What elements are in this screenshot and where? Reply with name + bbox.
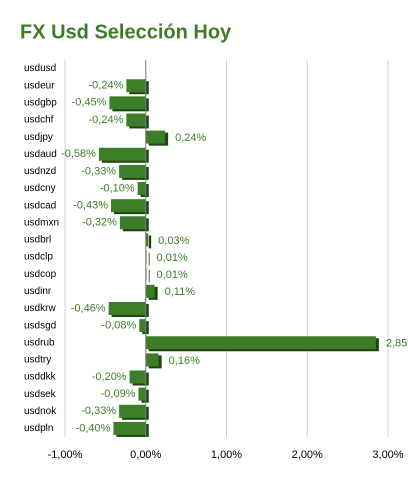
value-label: 0,11% — [165, 286, 196, 298]
y-tick-label: usdcny — [24, 183, 56, 194]
x-tick-label: -1,00% — [48, 449, 83, 461]
value-label: -0,09% — [101, 388, 136, 400]
bar — [145, 233, 149, 247]
bar — [145, 353, 159, 367]
y-tick-label: usdpln — [24, 423, 53, 434]
y-tick-label: usdtry — [24, 355, 51, 366]
bar-shadow — [148, 235, 152, 249]
value-label: -0,33% — [81, 165, 116, 177]
value-label: -0,24% — [89, 114, 124, 126]
value-label: -0,32% — [82, 217, 117, 229]
value-label: -0,10% — [100, 182, 135, 194]
bar — [119, 164, 146, 178]
bar-shadow — [148, 269, 150, 283]
y-tick-label: usdgbp — [24, 97, 57, 108]
y-tick-label: usddkk — [24, 372, 57, 383]
value-label: -0,46% — [71, 302, 106, 314]
value-label: -0,45% — [72, 97, 107, 109]
bar — [126, 113, 146, 127]
y-tick-label: usdnok — [24, 406, 57, 417]
bar — [119, 216, 146, 230]
value-label: -0,40% — [76, 422, 111, 434]
bar — [109, 96, 146, 110]
bar — [98, 147, 146, 161]
x-tick-label: 3,00% — [372, 449, 403, 461]
value-label: -0,43% — [73, 200, 108, 212]
value-label: -0,24% — [89, 80, 124, 92]
y-tick-label: usdeur — [24, 80, 55, 91]
bar — [126, 79, 146, 93]
chart-title: FX Usd Selección Hoy — [20, 21, 232, 43]
bar — [129, 370, 146, 384]
y-tick-label: usdrub — [24, 337, 55, 348]
y-tick-label: usdjpy — [24, 132, 53, 143]
value-label: 0,01% — [157, 252, 188, 264]
value-label: 0,01% — [157, 269, 188, 281]
y-tick-label: usdinr — [24, 286, 52, 297]
bar — [145, 130, 166, 144]
value-label: 0,24% — [175, 132, 206, 144]
value-label: -0,33% — [81, 405, 116, 417]
value-label: 0,03% — [158, 235, 189, 247]
x-tick-label: 2,00% — [292, 449, 323, 461]
bar — [137, 182, 146, 196]
y-tick-label: usdmxn — [24, 217, 59, 228]
y-tick-label: usdnzd — [24, 166, 56, 177]
y-tick-label: usdcop — [24, 269, 57, 280]
bar — [139, 319, 146, 333]
y-tick-label: usdsek — [24, 389, 57, 400]
value-label: 0,16% — [169, 355, 200, 367]
y-tick-label: usdusd — [24, 63, 56, 74]
x-tick-label: 1,00% — [211, 449, 242, 461]
y-tick-label: usdsgd — [24, 320, 56, 331]
bar — [119, 404, 146, 418]
bar — [113, 421, 146, 435]
bar — [108, 301, 146, 315]
y-tick-label: usdbrl — [24, 235, 51, 246]
x-tick-label: 0,00% — [130, 449, 161, 461]
value-label: -0,58% — [61, 148, 96, 160]
bar — [111, 199, 146, 213]
bar — [138, 387, 146, 401]
y-tick-label: usdclp — [24, 252, 53, 263]
y-tick-label: usdaud — [24, 149, 57, 160]
bar — [145, 284, 155, 298]
y-tick-label: usdkrw — [24, 303, 56, 314]
y-tick-label: usdcad — [24, 200, 56, 211]
bar — [145, 336, 376, 350]
bar-shadow — [148, 252, 150, 266]
value-label: -0,08% — [101, 320, 136, 332]
y-tick-label: usdchf — [24, 115, 54, 126]
value-label: 2,85% — [386, 338, 408, 350]
value-label: -0,20% — [92, 371, 127, 383]
